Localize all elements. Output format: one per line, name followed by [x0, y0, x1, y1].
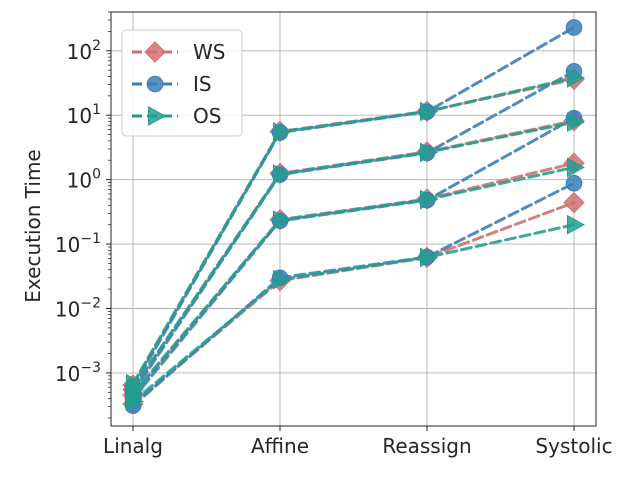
y-tick-label: 100: [67, 167, 101, 193]
y-tick-label: 10−3: [55, 360, 101, 386]
data-point: [420, 142, 439, 163]
series-line: [131, 161, 576, 397]
x-tick-label: Systolic: [535, 434, 612, 458]
legend-item-is: IS: [132, 72, 212, 96]
x-axis: Linalg Affine Reassign Systolic: [103, 426, 613, 458]
x-tick-label: Reassign: [382, 434, 471, 458]
data-point: [567, 214, 586, 235]
x-tick-label: Linalg: [103, 434, 163, 458]
data-point: [420, 189, 439, 210]
y-axis: 10−3 10−2 10−1 100 101 102: [55, 11, 111, 419]
legend-label: OS: [193, 104, 221, 128]
series-line: [131, 76, 576, 386]
data-point: [273, 269, 292, 290]
legend: WS IS OS: [121, 29, 243, 137]
data-point: [273, 210, 292, 231]
legend-label: WS: [193, 40, 225, 64]
x-tick-label: Affine: [251, 434, 309, 458]
y-tick-label: 102: [67, 38, 101, 64]
data-point: [567, 157, 586, 178]
data-point: [565, 19, 583, 36]
series-line: [131, 201, 576, 406]
legend-marker: [148, 106, 167, 126]
data-point: [567, 112, 586, 133]
y-axis-title: Execution Time: [21, 149, 45, 302]
data-point: [126, 391, 145, 412]
legend-item-ws: WS: [132, 40, 225, 64]
legend-item-os: OS: [132, 104, 221, 128]
legend-marker: [146, 75, 164, 93]
series-line: [131, 165, 576, 395]
y-tick-label: 10−2: [55, 295, 101, 321]
series-line: [131, 116, 576, 401]
y-tick-label: 10−1: [55, 231, 101, 257]
plot-frame: [110, 11, 597, 427]
series-line: [131, 223, 576, 404]
legend-label: IS: [193, 72, 212, 96]
data-point: [420, 247, 439, 268]
legend-marker: [144, 41, 166, 63]
data-point: [567, 68, 586, 88]
series-line: [131, 120, 576, 390]
data-point: [273, 164, 292, 184]
data-point: [420, 101, 439, 122]
series-layer: [122, 19, 586, 415]
series-os: [126, 68, 586, 412]
data-point: [273, 122, 292, 142]
data-point: [565, 174, 583, 192]
y-tick-label: 101: [67, 102, 101, 128]
data-point: [563, 191, 585, 214]
